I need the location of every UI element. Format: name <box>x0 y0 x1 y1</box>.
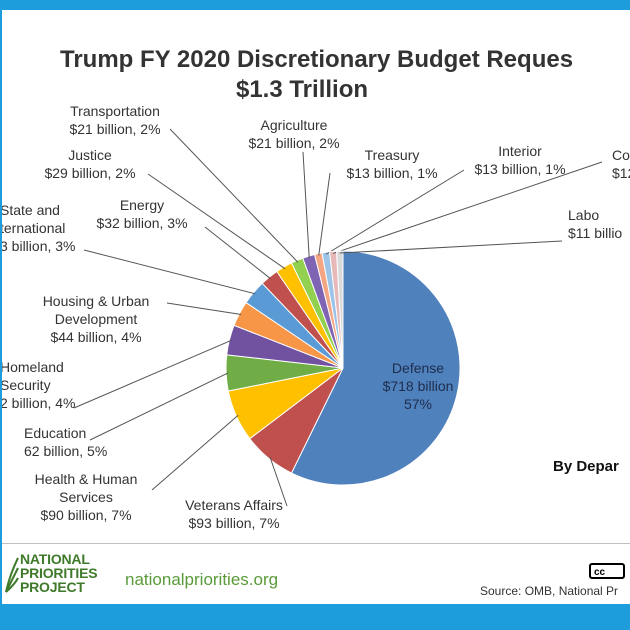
source-note: Source: OMB, National Pr <box>480 584 619 598</box>
slice-label-line: Treasury <box>364 147 420 163</box>
slice-label-line: Agriculture <box>260 117 328 133</box>
leader-line-4 <box>73 339 232 409</box>
slice-label-line: $29 billion, 2% <box>44 165 136 181</box>
slice-label-line: Security <box>2 377 51 393</box>
chart-subtitle: $1.3 Trillion <box>235 76 369 103</box>
leader-line-2 <box>151 414 239 491</box>
logo-mark-icon <box>5 557 19 593</box>
leader-line-1 <box>269 456 288 507</box>
slice-label-0: Defense $718 billion 57% <box>318 359 518 413</box>
slice-label-14: Labo $11 billio <box>568 206 622 242</box>
left-frame-bar <box>0 0 2 630</box>
slice-label-13: Co $12 <box>612 146 630 182</box>
npp-logo: NATIONAL PRIORITIES PROJECT <box>4 550 144 600</box>
slice-label-line: Development <box>54 311 138 327</box>
slice-label-8: Justice $29 billion, 2% <box>2 146 190 182</box>
slice-label-6: State and ternational 3 billion, 3% <box>2 201 76 255</box>
slice-label-line: $93 billion, 7% <box>188 515 280 531</box>
slice-label-3: Education 62 billion, 5% <box>24 424 107 460</box>
slice-label-line: ternational <box>2 220 66 236</box>
chart-annotation: By Depar <box>553 458 619 475</box>
slice-label-line: $13 billion, 1% <box>474 161 566 177</box>
slice-label-line: State and <box>2 202 60 218</box>
leader-line-8 <box>147 173 286 270</box>
slice-label-line: $32 billion, 3% <box>96 215 188 231</box>
leader-line-10 <box>302 151 310 259</box>
slice-label-line: Labo <box>568 207 600 223</box>
slice-label-10: Agriculture $21 billion, 2% <box>194 116 394 152</box>
logo-line-3: PROJECT <box>20 579 85 595</box>
leader-line-6 <box>83 249 256 295</box>
slice-label-9: Transportation $21 billion, 2% <box>15 102 215 138</box>
slice-label-line: $718 billion <box>382 378 454 394</box>
slice-label-line: $21 billion, 2% <box>248 135 340 151</box>
leader-line-13 <box>333 161 603 254</box>
slice-label-line: Homeland <box>2 359 64 375</box>
slice-label-2: Health & Human Services $90 billion, 7% <box>2 470 186 524</box>
slice-label-line: Justice <box>68 147 112 163</box>
slice-label-line: Education <box>24 425 87 441</box>
slice-label-7: Energy $32 billion, 3% <box>42 196 242 232</box>
leader-line-9 <box>169 128 299 263</box>
slice-label-line: 2 billion, 4% <box>2 395 76 411</box>
slice-label-line: Interior <box>498 143 542 159</box>
pie-slice-14 <box>336 250 344 369</box>
bottom-frame-bar <box>0 604 630 630</box>
creative-commons-badge: cc <box>589 563 625 579</box>
slice-label-line: Services <box>59 489 113 505</box>
slice-label-line: Defense <box>391 360 445 376</box>
slice-label-line: 57% <box>403 396 433 412</box>
logo-line-2: PRIORITIES <box>20 565 98 581</box>
slice-label-line: $44 billion, 4% <box>50 329 142 345</box>
slice-label-line: $13 billion, 1% <box>346 165 438 181</box>
slice-label-line: Co <box>612 147 630 163</box>
footer-divider <box>2 543 630 544</box>
slice-label-5: Housing & Urban Development $44 billion, 4… <box>2 292 196 346</box>
slice-label-11: Treasury $13 billion, 1% <box>292 146 492 182</box>
slice-label-line: Housing & Urban <box>42 293 150 309</box>
leader-line-11 <box>318 172 331 256</box>
slice-label-line: Health & Human <box>34 471 138 487</box>
leader-line-12 <box>325 169 465 255</box>
logo-line-1: NATIONAL <box>20 551 90 567</box>
leader-line-5 <box>166 302 242 316</box>
pie-slice-0 <box>290 250 461 486</box>
slice-label-line: Transportation <box>70 103 160 119</box>
chart-title: Trump FY 2020 Discretionary Budget Reque… <box>60 46 574 73</box>
leader-line-3 <box>89 372 229 441</box>
slice-label-line: $11 billio <box>568 225 623 241</box>
slice-label-line: $21 billion, 2% <box>69 121 161 137</box>
slice-label-line: 62 billion, 5% <box>24 443 108 459</box>
slice-label-1: Veterans Affairs $93 billion, 7% <box>134 496 334 532</box>
slice-label-4: Homeland Security 2 billion, 4% <box>2 358 76 412</box>
pie-chart <box>73 128 603 507</box>
slice-label-line: Energy <box>119 197 165 213</box>
logo-text: NATIONAL PRIORITIES PROJECT <box>20 551 98 595</box>
leader-line-14 <box>339 240 563 254</box>
chart-card: Trump FY 2020 Discretionary Budget Reque… <box>2 10 630 604</box>
website-link[interactable]: nationalpriorities.org <box>125 570 279 589</box>
slice-label-12: Interior $13 billion, 1% <box>420 142 620 178</box>
slice-label-line: $12 <box>612 165 630 181</box>
slice-label-line: $90 billion, 7% <box>40 507 132 523</box>
slice-label-line: Veterans Affairs <box>185 497 283 513</box>
leader-line-7 <box>204 226 271 280</box>
slice-label-line: 3 billion, 3% <box>2 238 76 254</box>
top-frame-bar <box>0 0 630 10</box>
